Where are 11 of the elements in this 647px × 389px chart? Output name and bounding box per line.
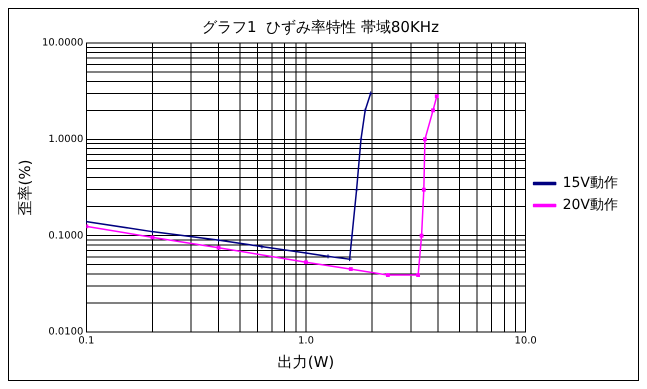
legend-label: 15V動作: [562, 175, 618, 192]
x-axis-title: 出力(W): [278, 352, 334, 371]
x-tick-label: 1.0: [298, 336, 314, 347]
x-tick-label: 0.1: [78, 336, 94, 347]
x-tick-label: 10.0: [514, 336, 537, 347]
y-tick-label: 1.0000: [48, 134, 84, 145]
y-tick-label: 10.0000: [42, 38, 84, 49]
y-axis-title: 歪率(%): [16, 160, 34, 216]
legend-label: 20V動作: [562, 197, 618, 214]
chart-title: グラフ1 ひずみ率特性 帯域80KHz: [202, 18, 440, 36]
y-tick-label: 0.1000: [48, 230, 84, 242]
